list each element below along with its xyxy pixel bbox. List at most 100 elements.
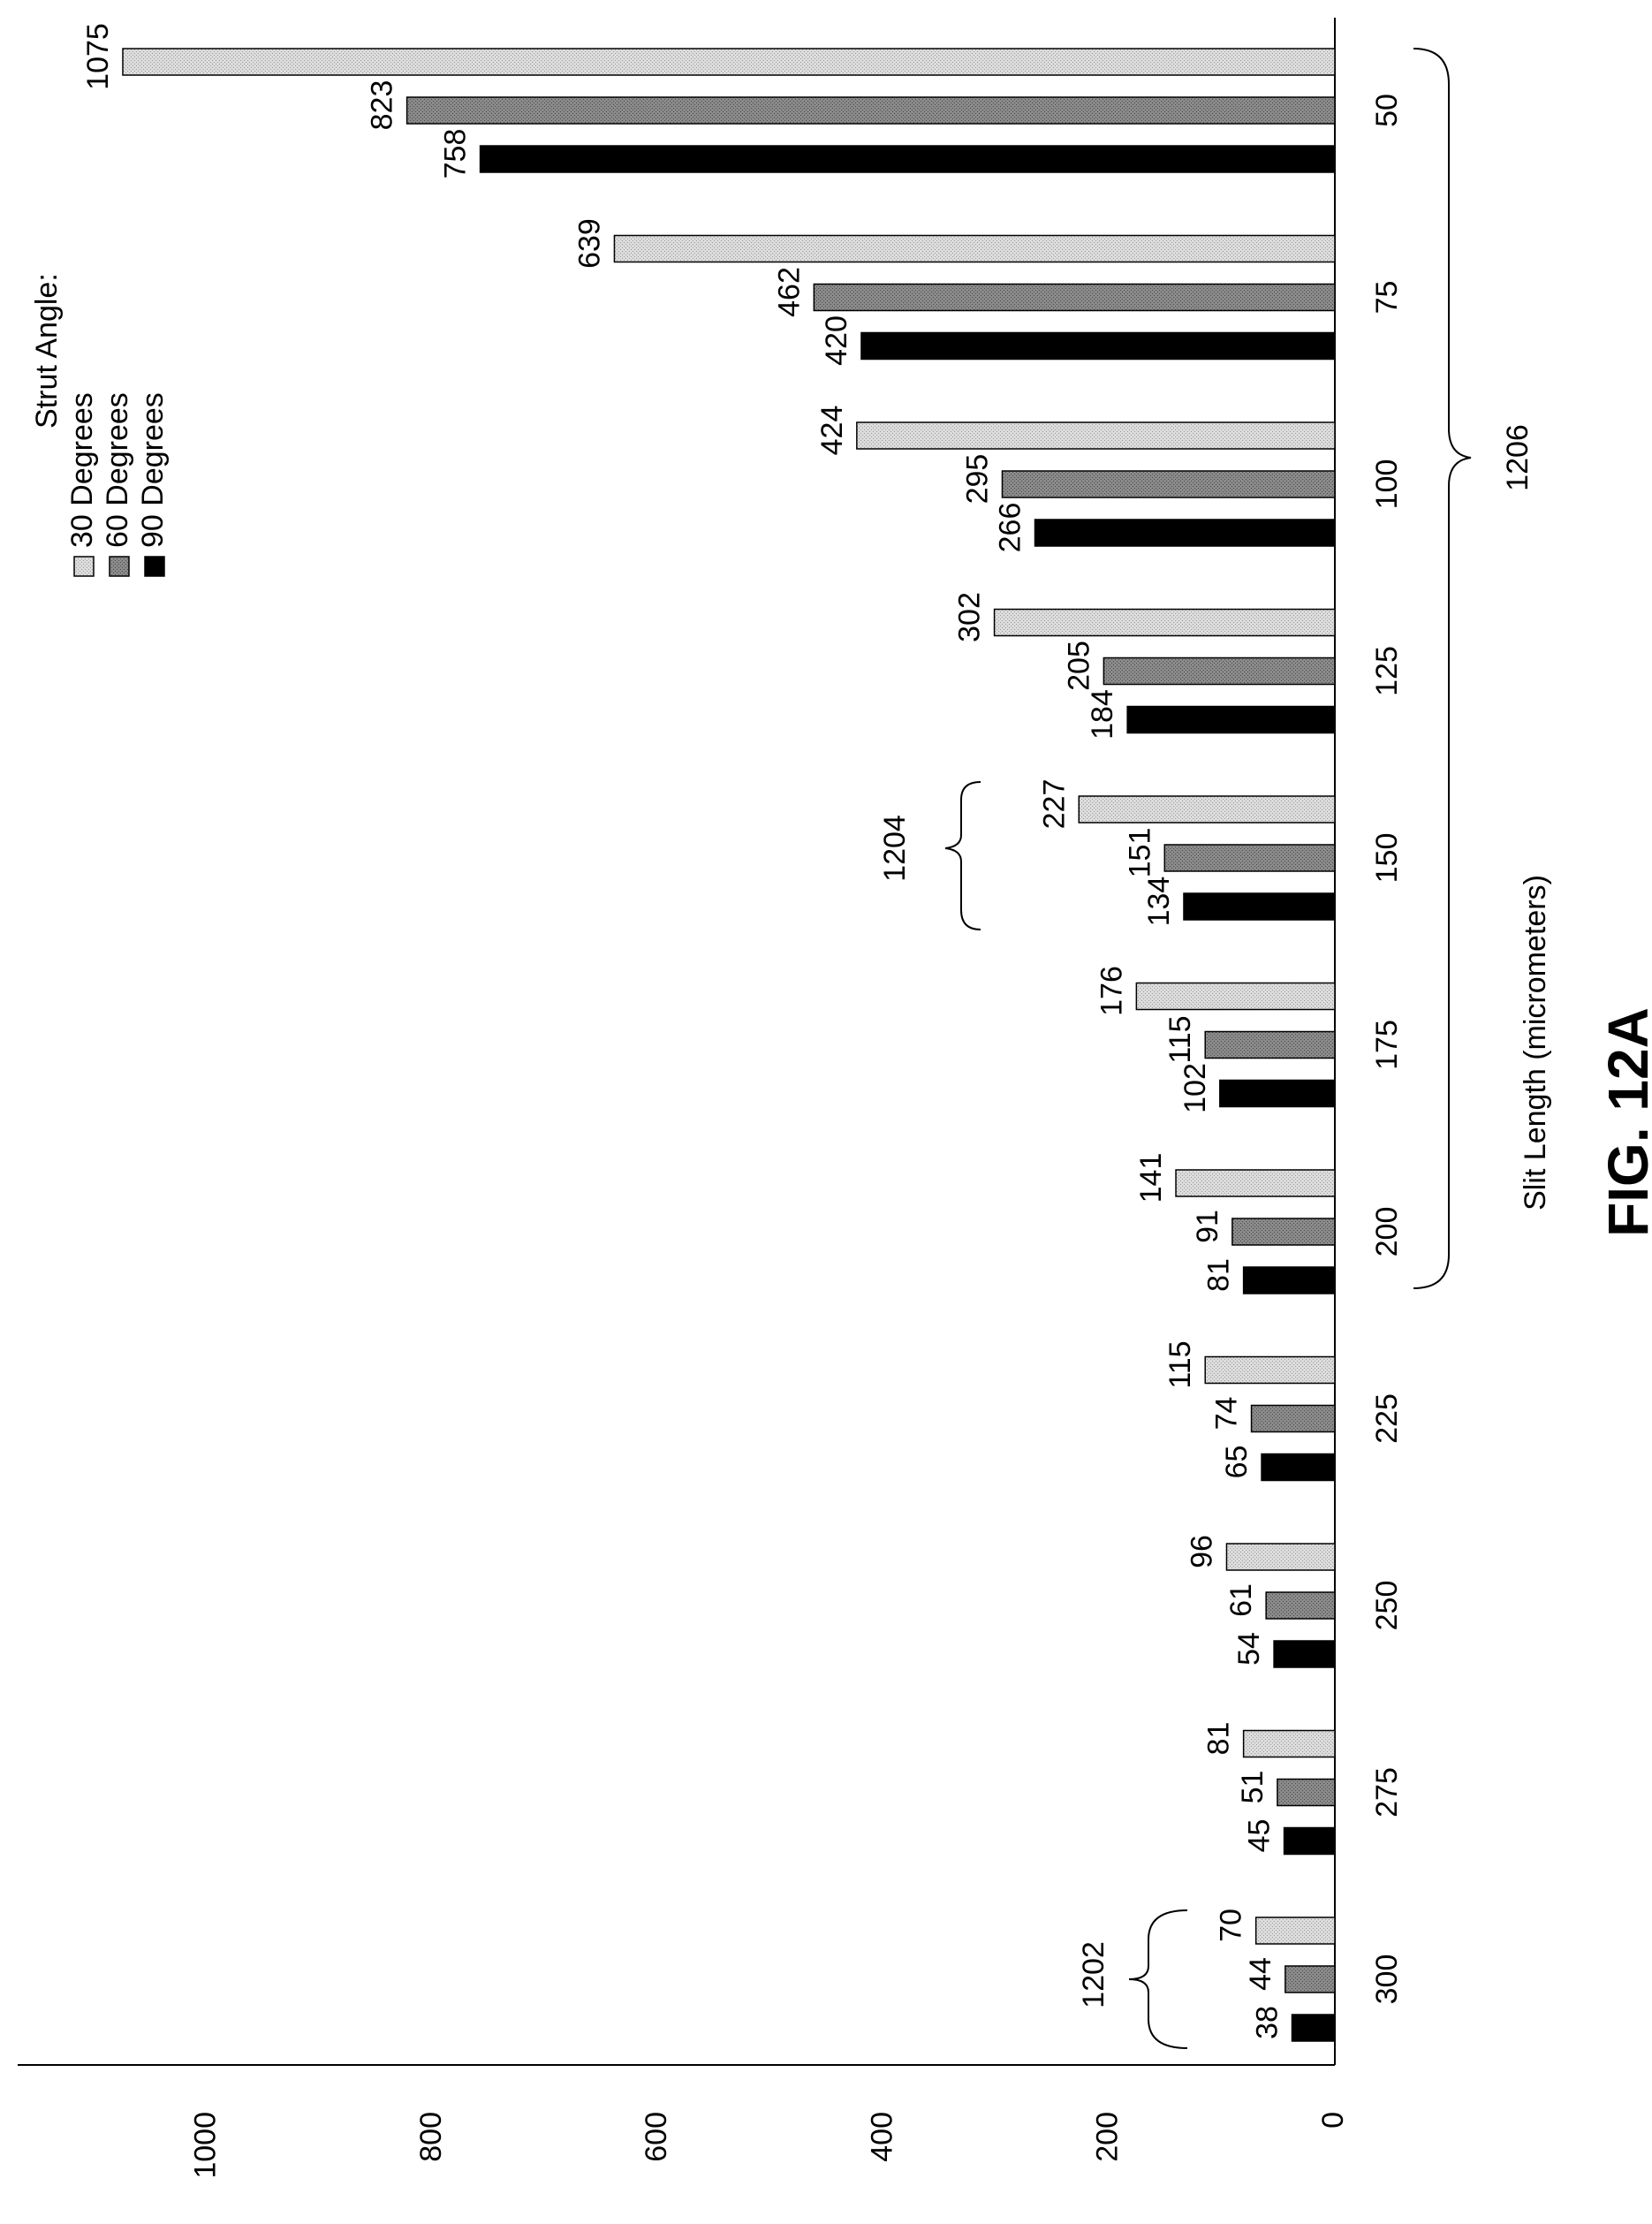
data-label-150-0: 227 bbox=[1037, 779, 1071, 830]
bar-75-60-degrees bbox=[813, 283, 1336, 312]
bar-125-90-degrees bbox=[1126, 705, 1336, 734]
bar-175-60-degrees bbox=[1204, 1030, 1336, 1059]
bar-275-60-degrees bbox=[1277, 1778, 1336, 1807]
bar-100-90-degrees bbox=[1034, 519, 1336, 547]
bar-50-60-degrees bbox=[405, 96, 1336, 125]
data-label-50-2: 758 bbox=[439, 129, 473, 179]
x-tick-label-175: 175 bbox=[1370, 1020, 1404, 1070]
bar-300-60-degrees bbox=[1284, 1965, 1336, 1993]
data-label-150-1: 151 bbox=[1123, 828, 1156, 878]
y-tick-label-1000: 1000 bbox=[189, 2112, 223, 2179]
bar-125-30-degrees bbox=[993, 608, 1336, 637]
bar-50-30-degrees bbox=[122, 48, 1336, 76]
data-label-225-2: 65 bbox=[1220, 1446, 1254, 1479]
legend-title: Strut Angle: bbox=[30, 273, 64, 429]
data-label-250-1: 61 bbox=[1224, 1583, 1258, 1617]
text-layer: 0 200 400 600 800 1000 1075 823 758 50 639 462 420 75… bbox=[30, 23, 1652, 2178]
bar-250-30-degrees bbox=[1225, 1543, 1336, 1571]
bar-125-60-degrees bbox=[1103, 657, 1336, 686]
y-tick-label-600: 600 bbox=[640, 2112, 673, 2162]
x-tick-label-75: 75 bbox=[1370, 281, 1404, 315]
data-label-200-1: 91 bbox=[1191, 1210, 1224, 1243]
x-tick-label-225: 225 bbox=[1370, 1393, 1404, 1444]
y-tick-label-800: 800 bbox=[414, 2112, 448, 2162]
bar-150-90-degrees bbox=[1183, 892, 1336, 921]
legend-label-2: 90 Degrees bbox=[136, 392, 170, 548]
data-label-275-1: 51 bbox=[1236, 1771, 1269, 1804]
bar-250-60-degrees bbox=[1265, 1591, 1336, 1620]
data-label-125-2: 184 bbox=[1086, 689, 1119, 740]
data-label-75-0: 639 bbox=[572, 218, 606, 269]
data-label-125-0: 302 bbox=[953, 592, 987, 642]
bar-75-90-degrees bbox=[860, 331, 1336, 361]
data-label-100-2: 266 bbox=[993, 503, 1027, 553]
data-label-50-1: 823 bbox=[366, 80, 399, 131]
annotation-1204: 1204 bbox=[878, 815, 912, 882]
bar-75-30-degrees bbox=[613, 234, 1336, 263]
x-tick-label-50: 50 bbox=[1370, 94, 1404, 127]
data-label-300-1: 44 bbox=[1244, 1957, 1277, 1991]
bracket-1204 bbox=[944, 781, 981, 930]
data-label-100-1: 295 bbox=[960, 454, 994, 505]
data-label-125-1: 205 bbox=[1062, 641, 1095, 691]
axes-layer bbox=[18, 18, 1336, 2066]
data-label-225-1: 74 bbox=[1210, 1397, 1244, 1431]
data-label-150-2: 134 bbox=[1142, 877, 1176, 927]
figure-label: FIG. 12A bbox=[1596, 1007, 1652, 1237]
bar-250-90-degrees bbox=[1273, 1640, 1336, 1668]
bar-100-30-degrees bbox=[856, 421, 1336, 450]
x-tick-label-125: 125 bbox=[1370, 646, 1404, 696]
x-tick-label-250: 250 bbox=[1370, 1581, 1404, 1631]
bar-175-90-degrees bbox=[1219, 1079, 1336, 1108]
legend-swatch-2 bbox=[144, 556, 165, 577]
bar-275-90-degrees bbox=[1283, 1826, 1336, 1856]
data-label-225-0: 115 bbox=[1163, 1340, 1197, 1388]
legend-label-0: 30 Degrees bbox=[65, 392, 99, 548]
legend-label-1: 60 Degrees bbox=[101, 392, 134, 548]
data-label-175-0: 176 bbox=[1095, 966, 1128, 1016]
annotation-brackets bbox=[944, 48, 1472, 2049]
bars-layer bbox=[122, 48, 1336, 2042]
bar-150-30-degrees bbox=[1078, 795, 1336, 824]
bar-300-90-degrees bbox=[1291, 2014, 1336, 2042]
bracket-1202 bbox=[1128, 1909, 1188, 2049]
x-tick-label-200: 200 bbox=[1370, 1207, 1404, 1257]
data-label-175-1: 115 bbox=[1163, 1015, 1197, 1063]
x-tick-label-300: 300 bbox=[1370, 1955, 1404, 2005]
data-label-200-2: 81 bbox=[1202, 1258, 1236, 1292]
data-label-275-2: 45 bbox=[1243, 1819, 1277, 1853]
bar-175-30-degrees bbox=[1135, 982, 1336, 1011]
bar-200-30-degrees bbox=[1175, 1169, 1336, 1197]
data-label-50-0: 1075 bbox=[81, 23, 115, 90]
x-axis-title: Slit Length (micrometers) bbox=[1519, 875, 1552, 1211]
bar-275-30-degrees bbox=[1242, 1729, 1336, 1758]
data-label-250-2: 54 bbox=[1232, 1632, 1266, 1666]
x-tick-label-150: 150 bbox=[1370, 833, 1404, 884]
data-label-300-0: 70 bbox=[1215, 1909, 1248, 1942]
data-label-275-0: 81 bbox=[1202, 1722, 1236, 1756]
legend-swatch-1 bbox=[109, 556, 130, 577]
data-label-100-0: 424 bbox=[815, 406, 849, 456]
bar-200-90-degrees bbox=[1242, 1266, 1336, 1294]
annotation-1206: 1206 bbox=[1501, 424, 1535, 491]
data-label-300-2: 38 bbox=[1250, 2006, 1284, 2039]
x-tick-label-100: 100 bbox=[1370, 459, 1404, 510]
bar-225-60-degrees bbox=[1250, 1404, 1336, 1433]
data-label-75-2: 420 bbox=[820, 315, 853, 366]
data-label-75-1: 462 bbox=[772, 267, 806, 317]
legend-swatch-0 bbox=[73, 556, 95, 577]
bar-100-60-degrees bbox=[1001, 470, 1336, 498]
y-tick-label-0: 0 bbox=[1316, 2112, 1350, 2129]
x-tick-label-275: 275 bbox=[1370, 1767, 1404, 1818]
bar-50-90-degrees bbox=[479, 145, 1336, 173]
bar-150-60-degrees bbox=[1163, 844, 1336, 872]
bar-225-90-degrees bbox=[1261, 1453, 1336, 1482]
bar-225-30-degrees bbox=[1204, 1355, 1336, 1385]
bar-200-60-degrees bbox=[1231, 1218, 1336, 1246]
annotation-1202: 1202 bbox=[1077, 1941, 1110, 2008]
data-label-250-0: 96 bbox=[1185, 1535, 1218, 1568]
bar-300-30-degrees bbox=[1254, 1917, 1336, 1945]
data-label-200-0: 141 bbox=[1134, 1153, 1168, 1203]
